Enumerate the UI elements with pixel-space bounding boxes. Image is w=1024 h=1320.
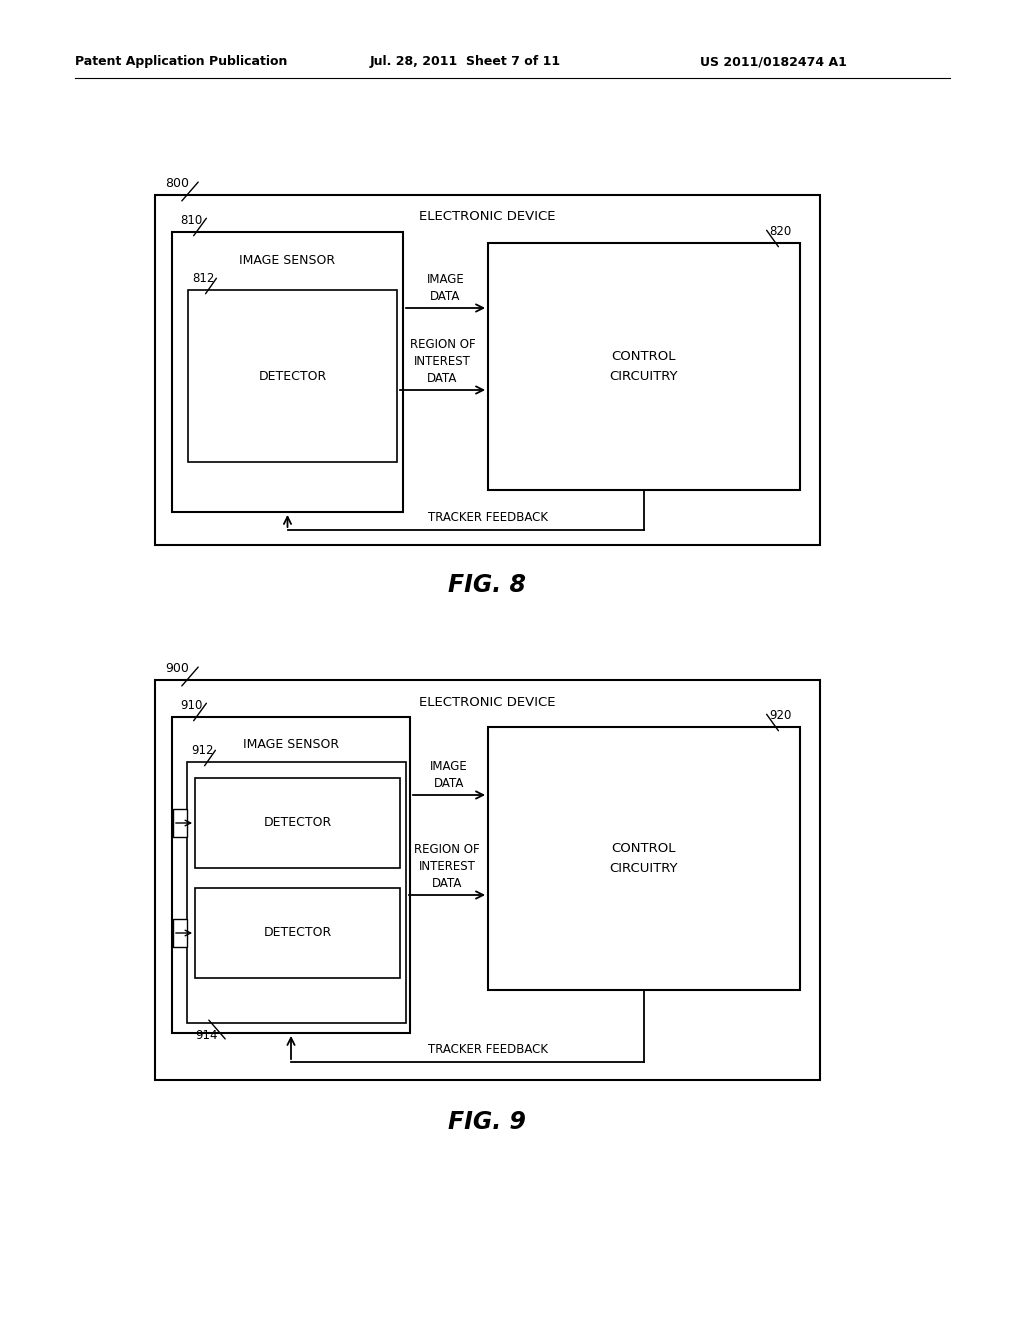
Bar [172, 232, 403, 512]
Text: DETECTOR: DETECTOR [263, 817, 332, 829]
Bar [195, 777, 400, 869]
Text: 920: 920 [770, 709, 792, 722]
Bar [488, 727, 800, 990]
Text: IMAGE
DATA: IMAGE DATA [430, 760, 468, 789]
Bar [155, 680, 820, 1080]
Text: 800: 800 [165, 177, 189, 190]
Text: ELECTRONIC DEVICE: ELECTRONIC DEVICE [419, 696, 556, 709]
Bar [488, 243, 800, 490]
Text: 900: 900 [165, 663, 188, 675]
Text: FIG. 8: FIG. 8 [449, 573, 526, 597]
Bar [187, 762, 406, 1023]
Text: 914: 914 [195, 1030, 217, 1041]
Text: Patent Application Publication: Patent Application Publication [75, 55, 288, 69]
Text: 820: 820 [770, 224, 792, 238]
Text: 812: 812 [193, 272, 214, 285]
Text: REGION OF
INTEREST
DATA: REGION OF INTEREST DATA [414, 843, 480, 890]
Text: TRACKER FEEDBACK: TRACKER FEEDBACK [427, 511, 548, 524]
Text: FIG. 9: FIG. 9 [449, 1110, 526, 1134]
Text: CONTROL
CIRCUITRY: CONTROL CIRCUITRY [609, 842, 678, 874]
Text: 810: 810 [180, 214, 203, 227]
Bar [172, 717, 410, 1034]
Text: US 2011/0182474 A1: US 2011/0182474 A1 [700, 55, 847, 69]
Text: 910: 910 [180, 700, 203, 711]
Text: 912: 912 [191, 744, 213, 756]
Bar [155, 195, 820, 545]
Bar [188, 290, 397, 462]
Text: IMAGE
DATA: IMAGE DATA [427, 273, 464, 304]
Text: TRACKER FEEDBACK: TRACKER FEEDBACK [427, 1043, 548, 1056]
Text: Jul. 28, 2011  Sheet 7 of 11: Jul. 28, 2011 Sheet 7 of 11 [370, 55, 561, 69]
Text: DETECTOR: DETECTOR [263, 927, 332, 940]
Text: IMAGE SENSOR: IMAGE SENSOR [240, 253, 336, 267]
Bar [173, 919, 187, 946]
Text: ELECTRONIC DEVICE: ELECTRONIC DEVICE [419, 210, 556, 223]
Text: REGION OF
INTEREST
DATA: REGION OF INTEREST DATA [410, 338, 475, 385]
Bar [173, 809, 187, 837]
Bar [195, 888, 400, 978]
Text: IMAGE SENSOR: IMAGE SENSOR [243, 738, 339, 751]
Text: CONTROL
CIRCUITRY: CONTROL CIRCUITRY [609, 351, 678, 383]
Text: DETECTOR: DETECTOR [258, 370, 327, 383]
